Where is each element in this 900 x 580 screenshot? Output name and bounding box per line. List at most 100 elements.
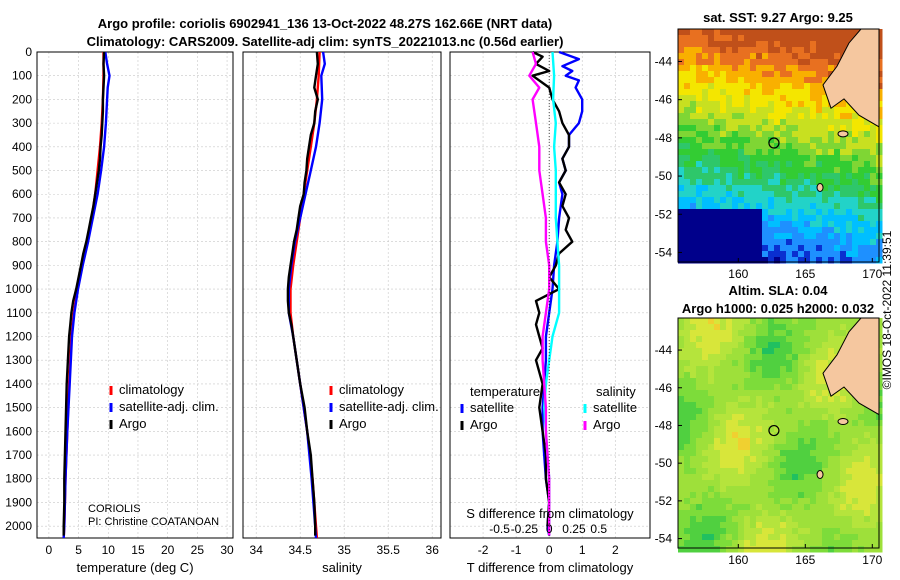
map-cell <box>804 408 811 415</box>
map-cell <box>786 474 793 481</box>
salinity-diff-axis-label: S difference from climatology <box>466 506 634 521</box>
map-cell <box>756 396 763 403</box>
map-cell <box>678 534 685 541</box>
map-cell <box>678 432 685 439</box>
map-cell <box>852 540 859 547</box>
map-cell <box>846 221 853 228</box>
map-cell <box>756 161 763 168</box>
map-cell <box>756 426 763 433</box>
map-cell <box>750 522 757 529</box>
depth-tick-label: 400 <box>12 140 32 154</box>
map-cell <box>726 185 733 192</box>
map-cell <box>804 221 811 228</box>
map-cell <box>780 408 787 415</box>
map-cell <box>840 438 847 445</box>
legend-header-temperature: temperature <box>470 384 540 399</box>
map-cell <box>684 378 691 385</box>
map-cell <box>744 59 751 66</box>
map-cell <box>720 528 727 535</box>
map-cell <box>726 318 733 325</box>
map-cell <box>762 540 769 547</box>
map-cell <box>708 468 715 475</box>
map-cell <box>738 59 745 66</box>
map-cell <box>756 516 763 523</box>
map-cell <box>792 149 799 156</box>
map-cell <box>774 149 781 156</box>
map-cell <box>786 396 793 403</box>
map-cell <box>684 101 691 108</box>
map-cell <box>780 456 787 463</box>
map-cell <box>870 414 877 421</box>
map-cell <box>702 59 709 66</box>
map-cell <box>846 191 853 198</box>
map-cell <box>810 528 817 535</box>
map-cell <box>720 546 727 553</box>
map-cell <box>804 161 811 168</box>
map-cell <box>780 348 787 355</box>
map-cell <box>720 372 727 379</box>
map-cell <box>714 510 721 517</box>
map-cell <box>684 396 691 403</box>
map-cell <box>750 408 757 415</box>
map-cell <box>798 444 805 451</box>
map-cell <box>738 378 745 385</box>
map-cell <box>708 540 715 547</box>
map-cell <box>768 137 775 144</box>
map-cell <box>786 540 793 547</box>
map-cell <box>846 209 853 216</box>
map-cell <box>708 486 715 493</box>
map-cell <box>798 324 805 331</box>
map-cell <box>708 47 715 54</box>
map-cell <box>726 414 733 421</box>
map-cell <box>714 384 721 391</box>
map-cell <box>810 227 817 234</box>
map-cell <box>792 408 799 415</box>
map-cell <box>810 95 817 102</box>
map-cell <box>828 336 835 343</box>
map-cell <box>732 396 739 403</box>
map-cell <box>696 59 703 66</box>
map-cell <box>870 426 877 433</box>
map-cell <box>798 456 805 463</box>
map-cell <box>804 233 811 240</box>
map-cell <box>816 432 823 439</box>
map-cell <box>720 516 727 523</box>
map-cell <box>738 396 745 403</box>
map-cell <box>684 432 691 439</box>
map-cell <box>834 215 841 222</box>
map-cell <box>738 486 745 493</box>
map-cell <box>720 414 727 421</box>
map-cell <box>864 191 871 198</box>
map-cell <box>792 384 799 391</box>
map-cell <box>732 107 739 114</box>
map-cell <box>762 534 769 541</box>
map-cell <box>840 227 847 234</box>
map-cell <box>738 227 745 234</box>
map-cell <box>732 113 739 120</box>
map-cell <box>744 534 751 541</box>
map-cell <box>834 221 841 228</box>
map-cell <box>696 191 703 198</box>
map-cell <box>834 47 841 54</box>
map-cell <box>858 203 865 210</box>
map-cell <box>762 143 769 150</box>
map-cell <box>834 450 841 457</box>
map-cell <box>798 474 805 481</box>
map-cell <box>768 161 775 168</box>
map-cell <box>810 161 817 168</box>
map-cell <box>828 432 835 439</box>
map-cell <box>840 149 847 156</box>
series-line-climatology <box>62 52 105 539</box>
map-cell <box>750 149 757 156</box>
map-cell <box>798 546 805 553</box>
map-cell <box>690 390 697 397</box>
map-cell <box>738 450 745 457</box>
map-cell <box>774 203 781 210</box>
map-cell <box>732 77 739 84</box>
map-cell <box>762 408 769 415</box>
map-cell <box>768 396 775 403</box>
map-cell <box>720 492 727 499</box>
map-cell <box>774 468 781 475</box>
map-cell <box>714 185 721 192</box>
map-cell <box>768 257 775 264</box>
